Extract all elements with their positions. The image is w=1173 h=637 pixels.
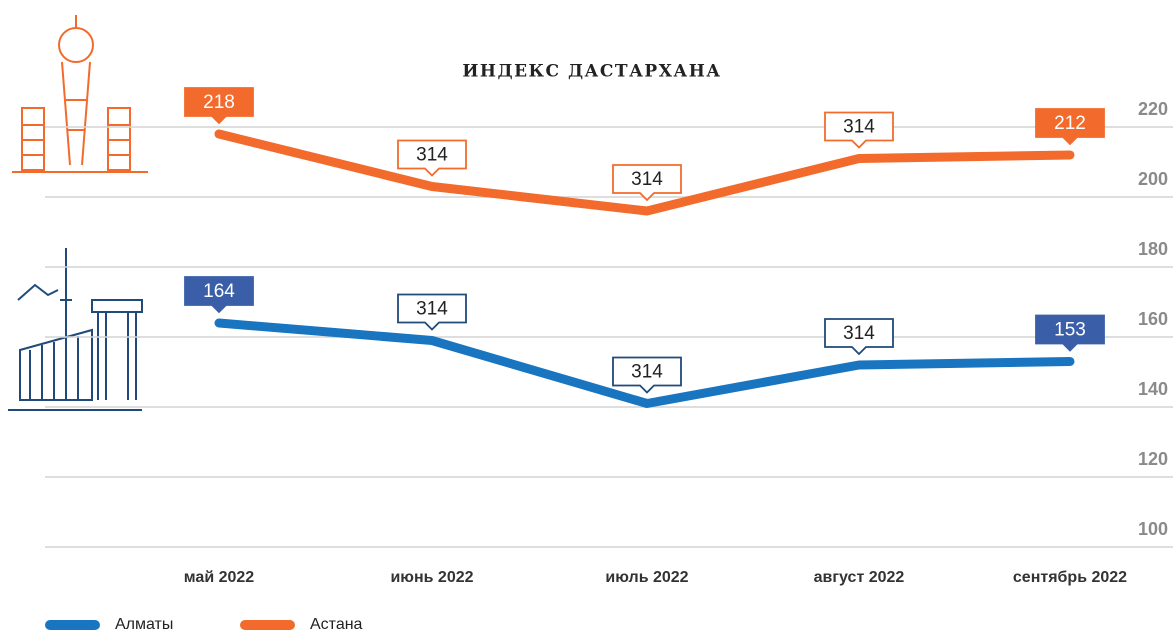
callout-box <box>184 276 254 314</box>
chart-title: ИНДЕКС ДАСТАРХАНА <box>462 62 721 82</box>
legend-label: Алматы <box>115 616 173 632</box>
data-label: 314 <box>631 169 663 190</box>
callout-box <box>1035 314 1105 352</box>
callout-box <box>612 356 682 394</box>
data-label: 314 <box>631 362 663 383</box>
astana-icon <box>12 15 148 173</box>
data-label: 314 <box>416 299 448 320</box>
data-label: 314 <box>843 117 875 138</box>
almaty-icon <box>8 248 143 411</box>
x-tick-label: май 2022 <box>184 569 255 586</box>
y-tick-label: 140 <box>1138 379 1168 399</box>
x-tick-label: июль 2022 <box>605 569 688 586</box>
callout-box <box>184 87 254 125</box>
callout-box <box>1035 108 1105 146</box>
callout-box <box>824 318 894 356</box>
data-label: 212 <box>1054 113 1086 134</box>
data-label: 218 <box>203 92 235 113</box>
callout-box <box>612 164 682 202</box>
y-tick-label: 220 <box>1138 99 1168 119</box>
callout-box <box>397 139 467 177</box>
y-tick-label: 180 <box>1138 239 1168 259</box>
data-label: 164 <box>203 281 235 302</box>
y-tick-label: 100 <box>1138 519 1168 539</box>
series-line <box>214 129 1075 216</box>
callout-box <box>824 111 894 149</box>
data-label: 314 <box>843 323 875 344</box>
x-tick-label: сентябрь 2022 <box>1013 569 1127 586</box>
x-tick-label: июнь 2022 <box>390 569 473 586</box>
series-line <box>214 318 1075 408</box>
x-tick-label: август 2022 <box>814 569 905 586</box>
y-tick-label: 200 <box>1138 169 1168 189</box>
data-label: 314 <box>416 145 448 166</box>
y-tick-label: 160 <box>1138 309 1168 329</box>
legend-label: Астана <box>310 616 363 632</box>
y-tick-label: 120 <box>1138 449 1168 469</box>
callout-box <box>397 293 467 331</box>
data-label: 153 <box>1054 320 1086 341</box>
